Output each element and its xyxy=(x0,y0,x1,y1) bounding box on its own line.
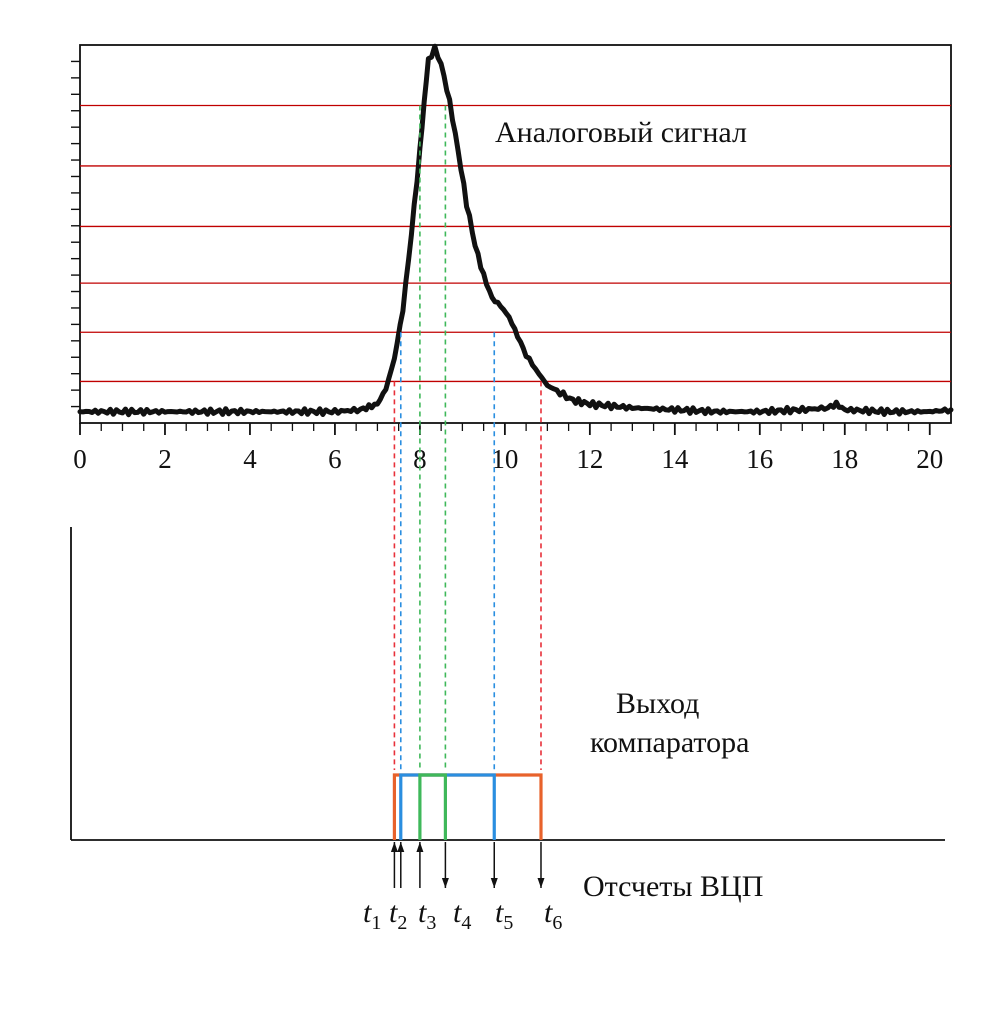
t-label-main: t xyxy=(363,896,372,929)
comparator-pulses xyxy=(392,773,543,840)
y-axis-ticks xyxy=(71,60,80,408)
t-label-subscript: 4 xyxy=(461,912,471,934)
arrow-head-t5 xyxy=(490,878,498,888)
threshold-lines xyxy=(80,104,951,383)
t-label-main: t xyxy=(453,896,462,929)
x-tick-label-12: 12 xyxy=(576,444,603,474)
comparator-output-plot: Выход компаратора xyxy=(70,527,945,841)
pulse-t1-t6 xyxy=(392,773,543,840)
t-label-1: t1 xyxy=(363,896,381,934)
signal-label: Аналоговый сигнал xyxy=(495,116,747,149)
t-label-subscript: 1 xyxy=(371,912,381,934)
comparator-label-line1: Выход xyxy=(616,687,699,720)
plot-frame xyxy=(79,44,952,424)
analog-signal-line xyxy=(77,43,954,418)
t-label-subscript: 3 xyxy=(426,912,436,934)
x-tick-label-18: 18 xyxy=(831,444,858,474)
samples-label: Отсчеты ВЦП xyxy=(583,870,763,903)
t-label-subscript: 6 xyxy=(552,912,562,934)
t-label-2: t2 xyxy=(389,896,407,934)
t-label-4: t4 xyxy=(453,896,471,934)
t-label-subscript: 5 xyxy=(503,912,513,934)
t-label-5: t5 xyxy=(495,896,513,934)
arrow-head-t1 xyxy=(390,842,398,852)
arrow-head-t4 xyxy=(441,878,449,888)
t-label-main: t xyxy=(544,896,553,929)
x-tick-label-14: 14 xyxy=(661,444,689,474)
t-label-6: t6 xyxy=(544,896,562,934)
x-tick-label-0: 0 xyxy=(73,444,87,474)
t-label-3: t3 xyxy=(418,896,436,934)
crossing-guide-lines xyxy=(393,105,542,770)
x-axis-tick-labels: 0 2 4 6 8 10 12 14 16 18 20 xyxy=(73,444,943,474)
x-tick-label-10: 10 xyxy=(491,444,518,474)
x-tick-label-20: 20 xyxy=(916,444,943,474)
x-tick-label-2: 2 xyxy=(158,444,172,474)
analog-signal-plot: 0 2 4 6 8 10 12 14 16 18 20 Аналоговый сигнал xyxy=(71,43,954,474)
t-label-main: t xyxy=(418,896,427,929)
comparator-label-line2: компаратора xyxy=(590,726,749,759)
x-axis-ticks xyxy=(79,423,931,435)
sample-time-labels: t1 t2 t3 t4 t5 t6 xyxy=(363,896,562,934)
arrow-head-t2 xyxy=(397,842,405,852)
arrow-head-t3 xyxy=(416,842,424,852)
x-tick-label-16: 16 xyxy=(746,444,773,474)
x-tick-label-6: 6 xyxy=(328,444,342,474)
pulse-t2-t5 xyxy=(399,773,496,840)
x-tick-label-4: 4 xyxy=(243,444,257,474)
pulse-t3-t4 xyxy=(418,773,447,840)
t-label-main: t xyxy=(389,896,398,929)
arrow-head-t6 xyxy=(537,878,545,888)
sample-arrows xyxy=(390,842,545,888)
t-label-subscript: 2 xyxy=(397,912,407,934)
t-label-main: t xyxy=(495,896,504,929)
